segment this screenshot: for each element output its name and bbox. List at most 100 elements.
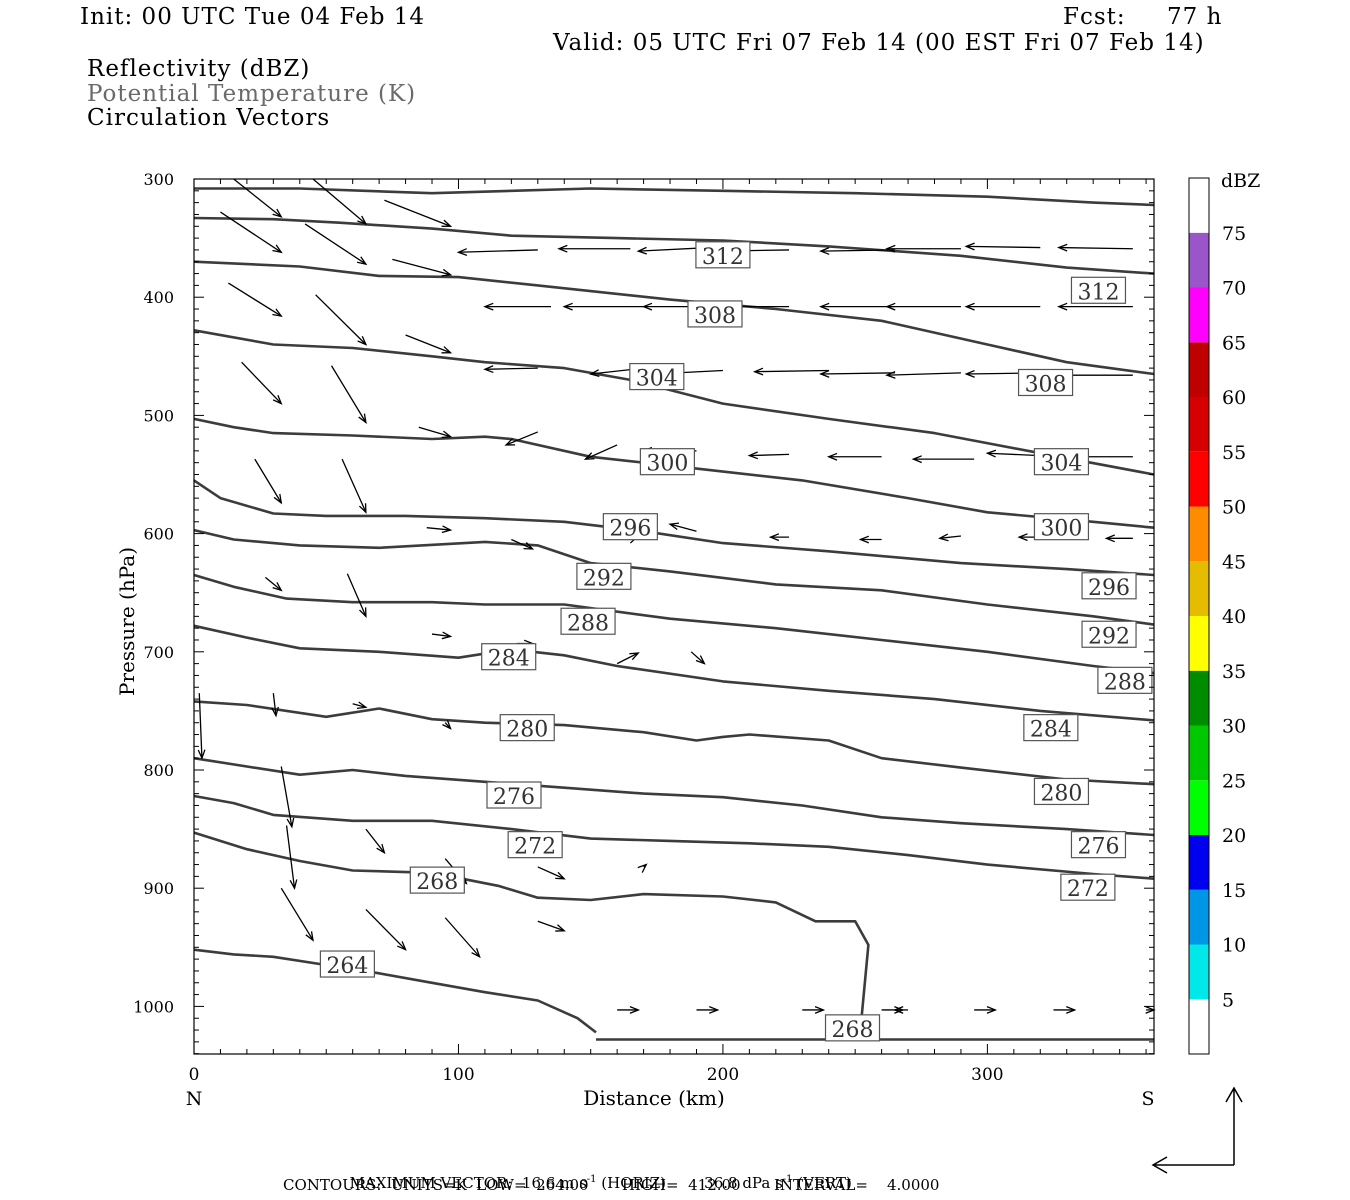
vector-head [814,1006,826,1014]
max-vector-suffix: (VERT) [792,1174,852,1192]
colorbar-segment [1189,889,1209,945]
vector-head [768,533,780,542]
vector-shaft [285,825,296,889]
vector-head [1066,1006,1077,1014]
contour-label-box [576,562,632,590]
vector-head [483,302,494,311]
circulation-vector [964,242,1041,251]
vector-head [562,302,573,311]
vector-shaft [341,458,367,513]
circulation-vector [280,766,295,829]
circulation-vector [768,533,790,542]
vector-head [986,1006,998,1014]
vector-head [356,256,368,266]
y-tick-label: 300 [143,170,174,189]
vector-head [357,215,368,226]
colorbar-segment [1189,397,1209,452]
isentrope-300 [193,417,1155,529]
circulation-vector [537,920,566,932]
circulation-vector [819,247,895,255]
circulation-vector [228,282,283,318]
vector-head [441,346,453,354]
circulation-vector [562,302,644,311]
vector-shaft [458,249,538,253]
colorbar-label: 30 [1222,716,1246,738]
circulation-vector [1057,243,1133,252]
vector-head [709,1006,720,1014]
vector-shaft [392,258,451,276]
vector-head [441,631,453,640]
superscript-vert: -1 [782,1174,793,1185]
contour-info: CONTOURS: UNITS=K LOW= 264.00 HIGH= 412.… [283,1176,940,1194]
vector-head [356,701,368,710]
vector-shaft [228,282,282,317]
vector-head [272,208,283,218]
circulation-vector [985,449,1041,458]
contour-label-288: 288 [567,611,609,636]
contour-label-296: 296 [1088,576,1130,601]
circulation-vector [483,302,552,311]
circulation-vector [254,458,283,505]
contour-label-box [1070,276,1127,304]
isentrope-316 [194,187,1155,207]
colorbar-label: 25 [1222,770,1246,792]
circulation-vector [819,302,895,311]
circulation-vector [802,1006,826,1014]
contour-label-box [1081,620,1137,648]
contour-label-box [1081,572,1137,600]
vector-head [1017,533,1028,542]
vector-shaft [754,369,829,373]
vector-head [359,607,367,618]
max-vector-prefix: MAXIMUM VECTOR: 16.6 m s [349,1174,587,1192]
circulation-vector [747,451,790,460]
y-tick-label: 1000 [133,997,174,1016]
vector-shaft [280,887,314,941]
circulation-vector [197,693,206,760]
vector-head [441,525,453,534]
circulation-vector [511,538,535,550]
y-tick-label: 700 [143,643,174,662]
colorbar-label: 50 [1222,497,1246,519]
y-tick-label: 900 [143,879,174,898]
circulation-vector [964,302,1041,311]
vector-shaft [365,828,385,854]
vector-shaft [484,367,538,370]
contour-label-box [507,831,563,859]
contour-label-308: 308 [694,304,736,329]
y-tick-label: 600 [143,525,174,544]
vector-shaft [537,920,565,932]
valid-time: Valid: 05 UTC Fri 07 Feb 14 (00 EST Fri … [553,30,1205,56]
contour-label-308: 308 [1025,372,1067,397]
colorbar-label: 5 [1222,989,1234,1011]
contour-label-box [1097,666,1153,694]
vector-shaft [987,452,1041,457]
x-tick-label: 300 [971,1065,1003,1085]
vector-head [376,843,386,855]
vector-shaft [312,178,367,225]
colorbar-segment [1189,342,1209,397]
x-axis-title: Distance (km) [583,1086,725,1110]
vector-head [357,335,368,346]
vector-head [197,749,206,760]
vector-head [555,924,566,932]
vector-head [964,242,975,251]
colorbar-segment [1189,616,1209,671]
colorbar-segment [1189,725,1209,781]
vector-head [938,533,949,542]
circulation-vector [617,1006,641,1014]
circulation-vector [938,533,962,542]
vector-head [629,652,640,661]
circulation-vector [365,909,407,951]
vector-head [271,706,279,718]
contour-label-292: 292 [583,566,625,591]
vector-head [397,941,407,951]
vector-shaft [405,334,451,354]
vector-head [273,493,283,505]
vector-shaft [418,426,451,438]
contour-label-312: 312 [1077,280,1119,305]
vector-shaft [939,535,962,539]
isentrope-268 [193,831,870,1031]
contour-label-272: 272 [514,835,556,860]
colorbar-label: 60 [1222,387,1246,409]
vector-head [636,246,648,255]
